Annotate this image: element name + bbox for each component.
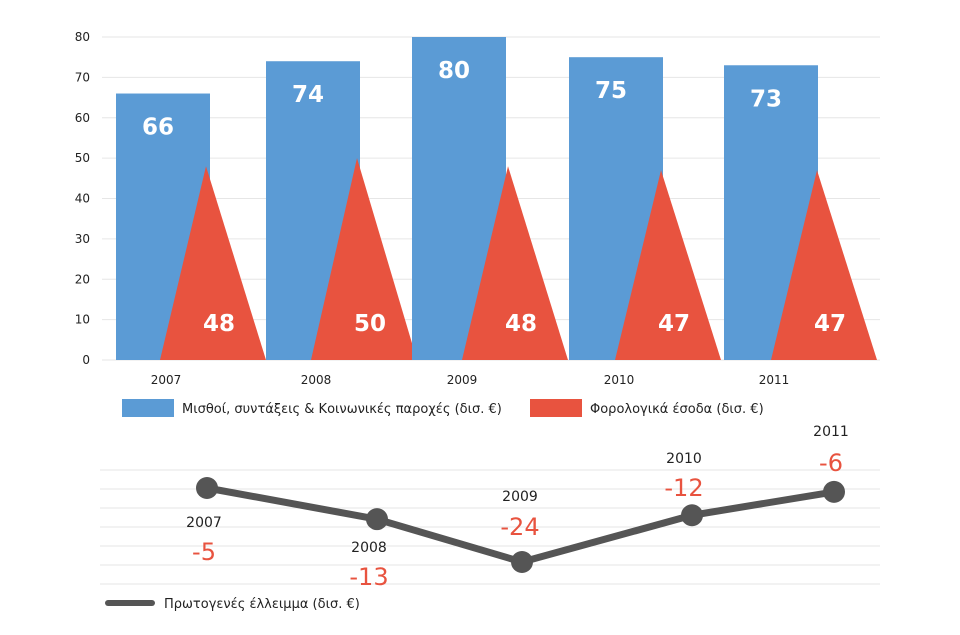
triangle-label-revenue-2011: 47 (814, 311, 846, 337)
x-tick-label: 2010 (604, 373, 635, 387)
bar-label-spending-2011: 73 (750, 86, 782, 112)
legend-label-revenue: Φορολογικά έσοδα (δισ. €) (590, 402, 764, 417)
triangle-revenue-2008 (311, 158, 417, 360)
y-tick-label: 10 (75, 313, 90, 327)
y-tick-label: 20 (75, 272, 90, 286)
triangle-revenue-2010 (615, 170, 721, 360)
triangle-label-revenue-2010: 47 (658, 311, 690, 337)
deficit-point-2011 (823, 480, 845, 503)
deficit-point-2009 (511, 551, 533, 573)
y-tick-label: 0 (82, 353, 90, 367)
triangle-label-revenue-2007: 48 (203, 311, 235, 337)
deficit-year-label: 2007 (186, 515, 222, 531)
bar-label-spending-2007: 66 (142, 115, 174, 141)
deficit-value-label: -5 (192, 538, 216, 566)
bar-label-spending-2008: 74 (292, 82, 324, 108)
legend-swatch-revenue (530, 399, 582, 417)
triangle-label-revenue-2009: 48 (505, 311, 537, 337)
x-tick-label: 2011 (759, 373, 790, 387)
triangle-revenue-2009 (462, 166, 568, 360)
line-chart-legend: Πρωτογενές έλλειμμα (δισ. €) (105, 597, 360, 612)
deficit-value-label: -24 (500, 513, 539, 541)
triangle-revenue-2007 (160, 166, 266, 360)
x-tick-label: 2007 (151, 373, 182, 387)
deficit-year-label: 2009 (502, 489, 538, 505)
y-tick-label: 50 (75, 151, 90, 165)
deficit-point-2008 (366, 508, 388, 531)
y-tick-label: 40 (75, 192, 90, 206)
legend-label-spending: Μισθοί, συντάξεις & Κοινωνικές παροχές (… (182, 402, 502, 417)
bar-chart-legend: Μισθοί, συντάξεις & Κοινωνικές παροχές (… (122, 399, 764, 417)
y-tick-label: 30 (75, 232, 90, 246)
deficit-value-label: -12 (664, 474, 703, 502)
bar-chart-marks: 66 48 74 50 80 48 75 47 73 47 (116, 37, 877, 361)
legend-label-deficit: Πρωτογενές έλλειμμα (δισ. €) (164, 597, 360, 612)
y-tick-label: 80 (75, 30, 90, 44)
deficit-year-label: 2011 (813, 424, 849, 440)
bar-chart-x-axis: 2007 2008 2009 2010 2011 (151, 373, 790, 387)
y-tick-label: 60 (75, 111, 90, 125)
triangle-revenue-2011 (771, 170, 877, 360)
deficit-year-label: 2010 (666, 451, 702, 467)
x-tick-label: 2009 (447, 373, 478, 387)
line-chart-marks: 2007 -5 2008 -13 2009 -24 2010 -12 2011 -6 (186, 424, 849, 591)
deficit-year-label: 2008 (351, 540, 387, 556)
legend-swatch-spending (122, 399, 174, 417)
deficit-value-label: -13 (349, 563, 388, 591)
deficit-point-2007 (196, 477, 218, 499)
x-tick-label: 2008 (301, 373, 332, 387)
bar-chart-y-axis: 0 10 20 30 40 50 60 70 80 (75, 30, 90, 367)
triangle-label-revenue-2008: 50 (354, 311, 386, 337)
y-tick-label: 70 (75, 70, 90, 84)
bar-label-spending-2009: 80 (438, 58, 470, 84)
bar-label-spending-2010: 75 (595, 78, 627, 104)
deficit-value-label: -6 (819, 449, 843, 477)
deficit-point-2010 (681, 504, 703, 527)
